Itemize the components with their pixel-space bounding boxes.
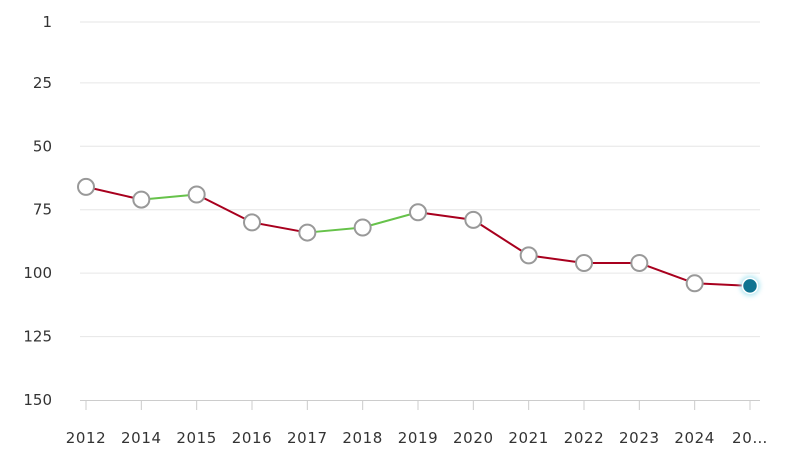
x-axis: 2012 2014 2015 2016 2017 2018 2019 2020 2021 2022… xyxy=(66,400,768,447)
x-tick-label: 2017 xyxy=(287,429,328,447)
x-tick-label: 2020 xyxy=(453,429,494,447)
series-segment xyxy=(251,221,309,234)
series-line xyxy=(85,185,751,287)
data-point[interactable] xyxy=(132,190,151,209)
series-segment xyxy=(140,193,198,201)
series-segment xyxy=(361,211,419,229)
y-tick-label: 1 xyxy=(42,13,52,31)
y-tick-label: 150 xyxy=(23,391,52,409)
y-tick-label: 100 xyxy=(23,264,52,282)
x-tick-label: 2023 xyxy=(619,429,660,447)
data-point[interactable] xyxy=(409,203,427,222)
y-tick-label: 50 xyxy=(33,137,52,155)
x-tick-label: 2019 xyxy=(398,429,439,447)
series-segment xyxy=(85,185,143,201)
series-segment xyxy=(527,254,585,265)
grid-lines xyxy=(80,21,760,338)
x-tick-label: 2012 xyxy=(66,429,107,447)
data-point[interactable] xyxy=(685,274,704,293)
x-tick-label: 2021 xyxy=(508,429,549,447)
data-point[interactable] xyxy=(187,185,206,204)
data-point[interactable] xyxy=(575,254,593,273)
x-tick-label: 20… xyxy=(732,429,768,447)
series-segment xyxy=(195,193,253,224)
x-tick-label: 2024 xyxy=(674,429,715,447)
y-tick-label: 25 xyxy=(33,74,52,92)
data-point[interactable] xyxy=(353,218,372,237)
data-point[interactable] xyxy=(464,210,483,229)
x-tick-label: 2014 xyxy=(121,429,162,447)
series-segment xyxy=(472,218,530,257)
current-data-point[interactable] xyxy=(741,277,759,295)
data-point[interactable] xyxy=(298,223,317,242)
data-point[interactable] xyxy=(77,177,95,196)
series-points xyxy=(77,177,760,296)
series-segment xyxy=(417,211,475,221)
data-point[interactable] xyxy=(519,246,538,265)
x-tick-label: 2016 xyxy=(232,429,273,447)
series-segment xyxy=(638,262,696,285)
data-point[interactable] xyxy=(243,213,261,232)
y-tick-label: 75 xyxy=(33,201,52,219)
x-tick-label: 2022 xyxy=(564,429,605,447)
y-tick-label: 125 xyxy=(23,328,52,346)
data-point[interactable] xyxy=(630,254,649,273)
x-tick-label: 2015 xyxy=(176,429,217,447)
series-segment xyxy=(306,226,364,234)
x-tick-label: 2018 xyxy=(342,429,383,447)
